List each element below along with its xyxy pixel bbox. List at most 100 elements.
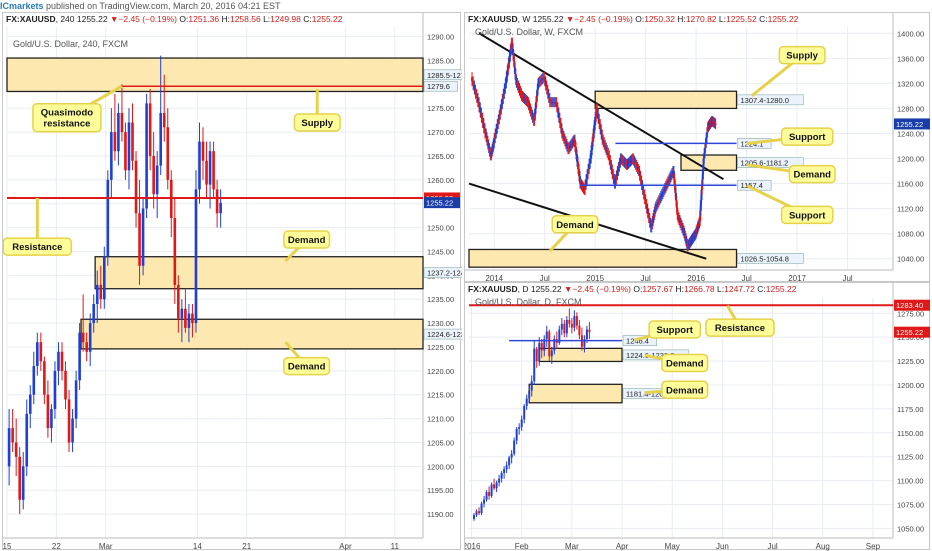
candle-body [641,185,644,190]
candle-body [621,159,624,161]
candle-body [555,102,558,108]
candle-body [508,457,511,466]
candle-body [487,144,490,149]
chart-canvas[interactable]: 1190.00 1195.00 1200.00 1205.00 1210.00 1215.… [3,13,462,551]
y-tick-label: 1175.00 [897,405,924,414]
candle-body [7,428,11,467]
candle-body [553,339,556,351]
zone-rect [594,90,738,110]
callout-label: Demand [288,235,326,246]
candle-body [525,100,528,102]
candle-body [507,63,510,70]
callout-box [661,353,709,373]
candle-body [493,138,496,143]
y-tick-label: 1360.00 [897,54,924,63]
candle-body [124,132,127,171]
last-price: 1255.22 [532,14,564,24]
chart-panel-weekly[interactable]: FX:XAUUSD, W 1255.22 ▼−2.45 (−0.19%) O:1… [464,12,931,283]
chart-canvas[interactable]: 1050.00 1075.00 1100.00 1125.00 1150.00 1175.… [465,283,931,551]
candle-body [495,128,498,134]
symbol-name[interactable]: FX:XAUUSD [468,14,518,24]
candle-body [698,221,701,224]
price-change: −2.45 (−0.19%) [574,14,633,24]
candle-body [588,329,591,333]
candle-body [25,413,29,467]
candle-body [39,342,43,362]
candle-body [683,233,686,236]
candle-body [701,168,704,180]
candle-body [74,380,78,419]
chart-panel-240[interactable]: FX:XAUUSD, 240 1255.22 ▼−2.45 (−0.19%) O… [2,12,462,551]
candle-body [616,171,619,176]
candle-body [652,218,655,222]
candle-body [558,117,561,124]
candle-body [499,109,502,115]
candle-body [704,142,707,149]
candle-body [166,127,170,180]
chart-panel-daily[interactable]: FX:XAUUSD, D 1255.22 ▼−2.45 (−0.19%) O:1… [464,282,931,551]
y-tick-label: 1225.00 [897,357,924,366]
candle-body [615,175,618,180]
candle-body [661,191,664,195]
x-tick-label: 21 [242,542,251,551]
y-tick-label: 1220.00 [427,367,454,376]
candle-body [681,225,684,228]
candle-body [127,122,131,171]
candle-body [508,56,511,64]
zone-rect [80,318,424,350]
candle-body [672,171,675,179]
candle-body [628,161,631,163]
candle-body [604,144,607,148]
symbol-name[interactable]: FX:XAUUSD [468,284,518,294]
candle-body [703,148,706,154]
x-tick-label: Mar [99,542,113,551]
candle-body [201,141,205,161]
candle-body [693,234,696,236]
candle-body [666,181,669,184]
level-label: 1246.4 [626,337,649,346]
y-tick-label: 1290.00 [427,33,454,42]
candle-body [557,112,560,118]
x-tick-label: Mar [565,542,579,551]
candle-body [503,88,506,94]
candle-body [597,113,600,119]
candle-body [694,233,697,235]
candle-body [566,146,569,150]
chart-canvas[interactable]: 1040.00 1080.00 1120.00 1160.00 1200.00 1240.… [465,13,931,283]
candle-body [708,124,711,126]
candle-body [595,108,598,117]
candle-body [630,159,633,161]
x-tick-label: Apr [616,542,629,551]
y-tick-label: 1275.00 [427,104,454,113]
zone-rect [528,383,623,404]
publisher-name[interactable]: ICmarkets [0,1,44,11]
candle-body [78,332,81,381]
candle-body [662,189,665,192]
candle-body [536,89,539,96]
open-value: 1251.36 [188,14,220,24]
candle-body [677,217,680,221]
symbol-name[interactable]: FX:XAUUSD [6,14,56,24]
callout-box [661,380,709,400]
candle-body [494,133,497,139]
candle-body [582,186,585,188]
candle-body [714,123,717,125]
candle-body [530,381,533,391]
candle-body [578,325,581,336]
candle-body [556,107,559,113]
candle-body [524,99,527,101]
candle-body [473,85,476,90]
high-value: 1258.56 [229,14,261,24]
candle-body [654,206,657,209]
candle-body [534,102,537,109]
candle-body [548,331,551,357]
candle-body [602,139,605,143]
y-tick-label: 1265.00 [427,152,454,161]
price-tag-label: 1255.22 [896,328,923,337]
candle-body [478,102,481,108]
candle-body [627,162,630,164]
y-tick-label: 1280.00 [897,104,924,113]
candle-body [545,331,548,340]
zone-label-bg [423,267,462,279]
candle-body [575,147,578,155]
